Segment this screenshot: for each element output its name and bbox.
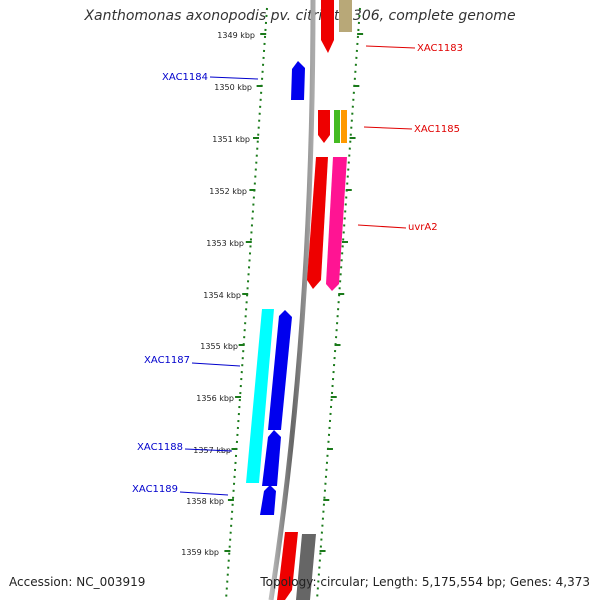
tick-marks — [224, 33, 364, 552]
tick-label: 1354 kbp — [203, 291, 241, 300]
gene-uvra2[interactable] — [326, 157, 347, 291]
tick-label: 1352 kbp — [209, 187, 247, 196]
gene-xac1189[interactable] — [260, 485, 276, 515]
sequence-backbone — [268, 0, 316, 600]
gene-forward-bottom-red[interactable] — [277, 532, 298, 600]
gene-label-uvra2[interactable]: uvrA2 — [408, 222, 438, 233]
gene-label-xac1184[interactable]: XAC1184 — [162, 72, 208, 83]
tick-label: 1353 kbp — [206, 239, 244, 248]
tick-label: 1350 kbp — [214, 83, 252, 92]
tick-label: 1349 kbp — [217, 31, 255, 40]
gene-xac1185-green[interactable] — [334, 110, 340, 143]
tick-label: 1355 kbp — [200, 342, 238, 351]
accession-text: Accession: NC_003919 — [9, 575, 146, 589]
gene-uvra2-red[interactable] — [307, 157, 328, 289]
gene-xac1183-neighbor[interactable] — [339, 0, 352, 32]
gene-xac1183[interactable] — [321, 0, 334, 53]
leader-xac1187 — [191, 362, 241, 367]
leader-xac1188 — [184, 448, 233, 452]
left-dotted-rail — [225, 7, 268, 600]
gene-xac1187[interactable] — [268, 310, 292, 430]
gene-label-xac1187[interactable]: XAC1187 — [144, 355, 190, 366]
map-title: Xanthomonas axonopodis pv. citri str. 30… — [84, 8, 516, 24]
leader-xac1184 — [209, 76, 259, 80]
tick-label: 1351 kbp — [212, 135, 250, 144]
gene-label-xac1188[interactable]: XAC1188 — [137, 442, 183, 453]
gene-xac1187-cyan[interactable] — [246, 309, 274, 483]
gene-xac1188[interactable] — [262, 430, 281, 486]
tick-label: 1358 kbp — [186, 497, 224, 506]
gene-label-xac1185[interactable]: XAC1185 — [414, 124, 460, 135]
leader-xac1183 — [365, 45, 416, 49]
right-dotted-rail — [316, 7, 361, 600]
gene-label-xac1183[interactable]: XAC1183 — [417, 43, 463, 54]
gene-xac1185-orange[interactable] — [341, 110, 347, 143]
leader-uvra2 — [357, 224, 407, 229]
tick-label: 1356 kbp — [196, 394, 234, 403]
gene-forward-bottom-gray[interactable] — [296, 534, 316, 600]
leader-xac1185 — [363, 126, 413, 130]
gene-xac1185[interactable] — [318, 110, 330, 143]
gene-xac1184[interactable] — [291, 61, 305, 100]
topology-summary: Topology: circular; Length: 5,175,554 bp… — [260, 575, 590, 589]
tick-label: 1359 kbp — [181, 548, 219, 557]
gene-label-xac1189[interactable]: XAC1189 — [132, 484, 178, 495]
leader-xac1189 — [179, 491, 229, 496]
